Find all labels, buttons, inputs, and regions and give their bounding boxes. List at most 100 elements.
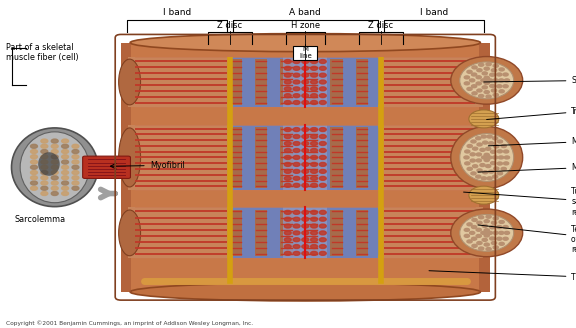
Circle shape [293, 183, 300, 187]
Circle shape [472, 92, 477, 95]
Circle shape [319, 231, 326, 235]
Circle shape [476, 228, 482, 231]
Circle shape [302, 217, 309, 221]
Text: Copyright ©2001 Benjamin Cummings, an imprint of Addison Wesley Longman, Inc.: Copyright ©2001 Benjamin Cummings, an im… [6, 321, 253, 326]
Circle shape [492, 137, 498, 140]
Circle shape [62, 160, 69, 164]
Circle shape [285, 128, 291, 132]
Circle shape [464, 156, 469, 159]
Circle shape [497, 237, 502, 240]
Circle shape [285, 251, 291, 255]
Bar [121, 43, 490, 292]
Circle shape [480, 148, 485, 151]
Circle shape [51, 176, 58, 180]
Bar [242, 127, 255, 188]
Circle shape [41, 171, 48, 174]
Bar [343, 59, 355, 105]
Circle shape [310, 245, 317, 249]
Circle shape [491, 241, 497, 244]
Circle shape [72, 171, 79, 174]
Circle shape [302, 155, 309, 159]
Bar [128, 56, 230, 108]
Circle shape [285, 217, 291, 221]
Circle shape [310, 231, 317, 235]
Circle shape [477, 69, 482, 72]
Circle shape [41, 176, 48, 180]
Bar [283, 125, 327, 190]
Circle shape [293, 176, 300, 180]
Circle shape [310, 87, 317, 91]
Circle shape [472, 147, 478, 150]
Circle shape [482, 135, 487, 138]
Circle shape [293, 217, 300, 221]
Circle shape [484, 91, 489, 93]
Circle shape [302, 73, 309, 77]
Circle shape [62, 139, 69, 143]
Circle shape [503, 150, 509, 153]
Circle shape [302, 87, 309, 91]
Circle shape [319, 183, 326, 187]
Circle shape [310, 149, 317, 153]
Circle shape [477, 169, 482, 172]
Circle shape [319, 162, 326, 166]
Bar [280, 59, 293, 105]
Circle shape [319, 87, 326, 91]
Circle shape [486, 165, 491, 168]
Circle shape [41, 144, 48, 148]
Circle shape [484, 79, 490, 82]
Circle shape [499, 232, 504, 234]
Circle shape [472, 244, 477, 247]
Circle shape [310, 73, 317, 77]
Circle shape [471, 172, 476, 175]
Bar [280, 127, 293, 188]
Circle shape [285, 87, 291, 91]
Circle shape [41, 139, 48, 143]
Bar [267, 210, 280, 256]
Circle shape [487, 156, 492, 159]
Circle shape [476, 137, 481, 140]
Circle shape [319, 73, 326, 77]
Text: T tubule: T tubule [429, 271, 576, 282]
Text: H zone: H zone [291, 21, 320, 30]
Circle shape [302, 149, 309, 153]
Circle shape [476, 153, 482, 156]
Circle shape [285, 238, 291, 242]
Text: Myofibril: Myofibril [150, 161, 184, 170]
Circle shape [293, 134, 300, 138]
Circle shape [41, 155, 48, 159]
Circle shape [310, 169, 317, 173]
Circle shape [302, 94, 309, 98]
Circle shape [481, 232, 486, 234]
Circle shape [476, 235, 482, 237]
Circle shape [484, 82, 489, 84]
Bar [267, 127, 280, 188]
Circle shape [51, 171, 58, 174]
Bar [318, 59, 331, 105]
Circle shape [482, 177, 487, 180]
Circle shape [499, 242, 504, 245]
Circle shape [310, 59, 317, 64]
Circle shape [464, 228, 469, 231]
Bar [343, 210, 355, 256]
Circle shape [491, 162, 496, 165]
Circle shape [477, 241, 482, 244]
Circle shape [494, 145, 499, 148]
Circle shape [503, 237, 508, 240]
Circle shape [62, 150, 69, 154]
Bar [283, 56, 327, 108]
Circle shape [62, 186, 69, 190]
Ellipse shape [451, 56, 522, 104]
Circle shape [310, 176, 317, 180]
Circle shape [493, 93, 498, 96]
Circle shape [479, 247, 484, 250]
Circle shape [285, 224, 291, 228]
Circle shape [31, 186, 37, 190]
Circle shape [302, 59, 309, 64]
Bar [305, 210, 318, 256]
Circle shape [302, 169, 309, 173]
Circle shape [501, 167, 506, 170]
Circle shape [319, 149, 326, 153]
Text: Z disc: Z disc [368, 21, 393, 30]
Ellipse shape [460, 215, 514, 251]
Circle shape [319, 169, 326, 173]
